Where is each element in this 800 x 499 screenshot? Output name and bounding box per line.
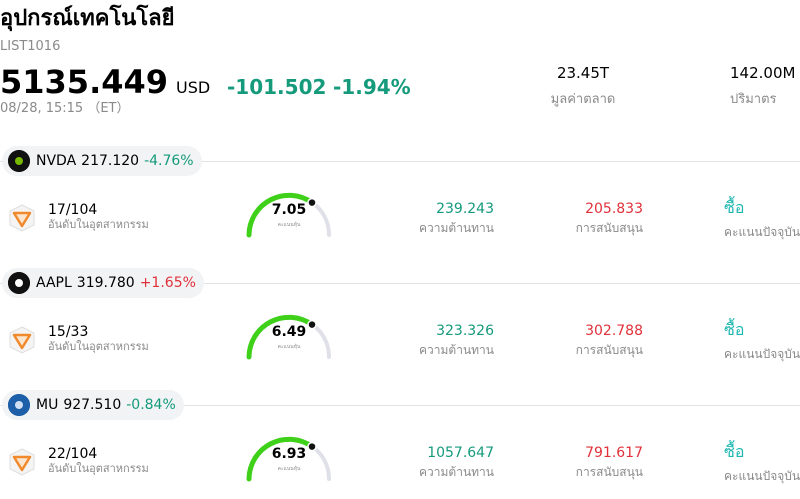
ticker: MU — [36, 397, 59, 413]
support: 791.617 — [585, 445, 643, 461]
score-label: คะแนนหุ้น — [277, 466, 301, 472]
rating: ซื้อ — [724, 198, 745, 217]
change-pct: -1.94% — [333, 75, 411, 99]
rank-label: อันดับในอุตสาหกรรม — [48, 218, 149, 231]
support-label: การสนับสนุน — [575, 465, 643, 479]
score: 6.93 — [271, 446, 307, 462]
rank: 17/104 — [48, 202, 98, 218]
rating-label: คะแนนปัจจุบัน — [724, 469, 800, 483]
change-pct: -4.76% — [144, 153, 194, 169]
logo — [8, 394, 30, 416]
code: LIST1016 — [0, 39, 61, 54]
resistance: 323.326 — [436, 323, 494, 339]
rating: ซื้อ — [724, 442, 745, 461]
change: -101.502 — [227, 75, 327, 99]
change-pct: +1.65% — [139, 275, 196, 291]
currency: USD — [176, 78, 211, 97]
divider — [0, 405, 800, 406]
title: อุปกรณ์เทคโนโลยี — [0, 6, 175, 31]
logo — [8, 150, 30, 172]
stock-pill[interactable]: MU 927.510 -0.84% — [2, 390, 184, 420]
divider — [0, 283, 800, 284]
rank: 15/33 — [48, 324, 89, 340]
support: 205.833 — [585, 201, 643, 217]
stock-price: 927.510 — [63, 397, 122, 413]
stock-price: 319.780 — [76, 275, 135, 291]
rating-label: คะแนนปัจจุบัน — [724, 347, 800, 361]
change-pct: -0.84% — [126, 397, 176, 413]
stock-pill[interactable]: NVDA 217.120 -4.76% — [2, 146, 202, 176]
resistance-label: ความต้านทาน — [419, 221, 494, 235]
rating-label: คะแนนปัจจุบัน — [724, 225, 800, 239]
ticker: AAPL — [36, 275, 72, 291]
support: 302.788 — [585, 323, 643, 339]
support-label: การสนับสนุน — [575, 343, 643, 357]
time: 08/28, 15:15 （ET） — [0, 101, 130, 116]
score-label: คะแนนหุ้น — [277, 344, 301, 350]
stat-value: 142.00M — [730, 64, 796, 82]
rank-icon — [9, 448, 35, 476]
score: 6.49 — [271, 324, 307, 340]
resistance: 1057.647 — [427, 445, 494, 461]
resistance: 239.243 — [436, 201, 494, 217]
score-label: คะแนนหุ้น — [277, 222, 301, 228]
rank-label: อันดับในอุตสาหกรรม — [48, 340, 149, 353]
stat-value: 23.45T — [556, 64, 610, 82]
logo — [8, 272, 30, 294]
stock-price: 217.120 — [81, 153, 140, 169]
support-label: การสนับสนุน — [575, 221, 643, 235]
divider — [0, 161, 800, 162]
price: 5135.449 — [0, 63, 169, 101]
rating: ซื้อ — [724, 320, 745, 339]
gauge — [246, 436, 331, 482]
resistance-label: ความต้านทาน — [419, 465, 494, 479]
gauge — [246, 192, 331, 238]
resistance-label: ความต้านทาน — [419, 343, 494, 357]
rank-icon — [9, 204, 35, 232]
score: 7.05 — [271, 202, 307, 218]
rank-label: อันดับในอุตสาหกรรม — [48, 462, 149, 475]
gauge — [246, 314, 331, 360]
ticker: NVDA — [36, 153, 77, 169]
stock-pill[interactable]: AAPL 319.780 +1.65% — [2, 268, 204, 298]
stat-label: มูลค่าตลาด — [550, 92, 616, 107]
stat-label: ปริมาตร — [730, 92, 777, 107]
rank: 22/104 — [48, 446, 98, 462]
rank-icon — [9, 326, 35, 354]
